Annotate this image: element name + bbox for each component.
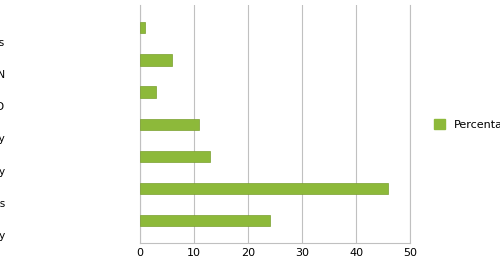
Bar bbox=[140, 183, 388, 194]
Text: Obstructive nephropathy: Obstructive nephropathy bbox=[0, 134, 5, 144]
Bar bbox=[140, 215, 270, 226]
Text: ADPKD: ADPKD bbox=[0, 102, 5, 112]
Text: Chronic glomerulonephritis: Chronic glomerulonephritis bbox=[0, 199, 5, 209]
Text: HIVAN: HIVAN bbox=[0, 70, 5, 80]
Legend: Percentage: Percentage bbox=[429, 114, 500, 134]
Text: Others: Others bbox=[0, 38, 5, 48]
Bar bbox=[140, 86, 156, 98]
Bar bbox=[140, 119, 200, 130]
Text: Hypertensive nephropathy: Hypertensive nephropathy bbox=[0, 231, 5, 241]
Text: Diabetic nephropathy: Diabetic nephropathy bbox=[0, 167, 5, 177]
Bar bbox=[140, 22, 145, 33]
Bar bbox=[140, 54, 172, 66]
Bar bbox=[140, 151, 210, 162]
